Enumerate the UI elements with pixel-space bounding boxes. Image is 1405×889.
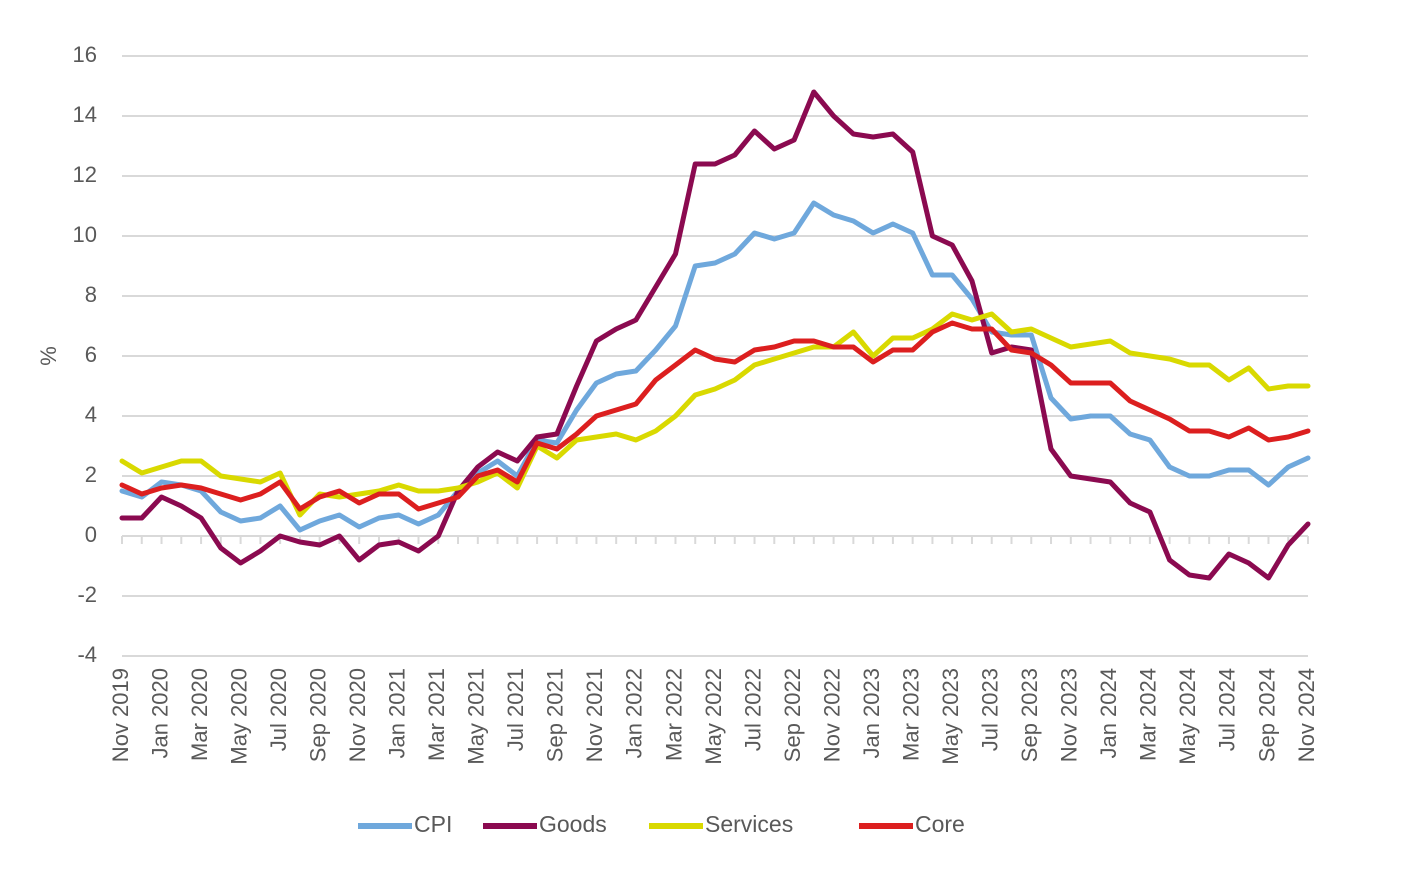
x-tick-label: Mar 2024	[1136, 668, 1161, 761]
series-line-goods	[119, 89, 1311, 581]
x-tick-label: May 2021	[464, 668, 489, 765]
x-tick-label: Mar 2020	[187, 668, 212, 761]
x-axis: Nov 2019 Jan 2020 Mar 2020 May 2020 Jul 2020…	[108, 536, 1319, 765]
y-tick-label: 0	[85, 522, 97, 547]
x-tick-label: May 2023	[938, 668, 963, 765]
series-lines	[119, 89, 1311, 581]
x-tick-label: Nov 2020	[345, 668, 370, 762]
y-tick-label: -4	[77, 642, 97, 667]
x-tick-label: Jul 2022	[740, 668, 765, 751]
x-tick-label: Jan 2024	[1096, 668, 1121, 759]
y-axis-title: %	[36, 346, 61, 366]
legend-label-goods: Goods	[539, 811, 607, 837]
x-tick-label: Nov 2021	[582, 668, 607, 762]
x-tick-label: May 2024	[1175, 668, 1200, 765]
x-tick-label: Mar 2023	[898, 668, 923, 761]
legend-label-cpi: CPI	[414, 811, 452, 837]
x-tick-label: Jul 2024	[1215, 668, 1240, 751]
series-line-cpi	[119, 200, 1311, 533]
legend-label-core: Core	[915, 811, 965, 837]
x-tick-label: Nov 2023	[1057, 668, 1082, 762]
x-tick-label: Jul 2020	[266, 668, 291, 751]
y-tick-label: 14	[73, 102, 97, 127]
x-tick-label: Jan 2020	[147, 668, 172, 759]
legend: CPI Goods Services Core	[358, 811, 965, 837]
series-line-services	[119, 311, 1311, 518]
x-tick-label: Sep 2021	[543, 668, 568, 762]
x-tick-label: Sep 2023	[1017, 668, 1042, 762]
y-tick-label: 8	[85, 282, 97, 307]
legend-label-services: Services	[705, 811, 793, 837]
x-tick-label: Jan 2023	[859, 668, 884, 759]
x-tick-label: Mar 2021	[424, 668, 449, 761]
y-tick-label: 6	[85, 342, 97, 367]
x-tick-label: Nov 2022	[819, 668, 844, 762]
y-tick-label: 16	[73, 42, 97, 67]
y-tick-label: 10	[73, 222, 97, 247]
x-tick-label: Nov 2019	[108, 668, 133, 762]
series-line-core	[119, 320, 1311, 512]
x-tick-label: Jan 2022	[622, 668, 647, 759]
x-tick-label: Sep 2024	[1254, 668, 1279, 762]
x-tick-label: Jul 2023	[978, 668, 1003, 751]
x-tick-label: Mar 2022	[661, 668, 686, 761]
x-tick-label: Sep 2022	[780, 668, 805, 762]
x-tick-label: May 2022	[701, 668, 726, 765]
x-tick-label: Sep 2020	[305, 668, 330, 762]
x-tick-label: Nov 2024	[1294, 668, 1319, 762]
y-tick-label: 12	[73, 162, 97, 187]
x-tick-label: May 2020	[226, 668, 251, 765]
y-tick-label: 2	[85, 462, 97, 487]
x-tick-label: Jan 2021	[385, 668, 410, 759]
y-tick-label: 4	[85, 402, 97, 427]
x-tick-label: Jul 2021	[503, 668, 528, 751]
gridlines	[122, 55, 1308, 657]
y-tick-label: -2	[77, 582, 97, 607]
y-axis: -4 -2 0 2 4 6 8 10 12 14 16	[73, 42, 97, 667]
